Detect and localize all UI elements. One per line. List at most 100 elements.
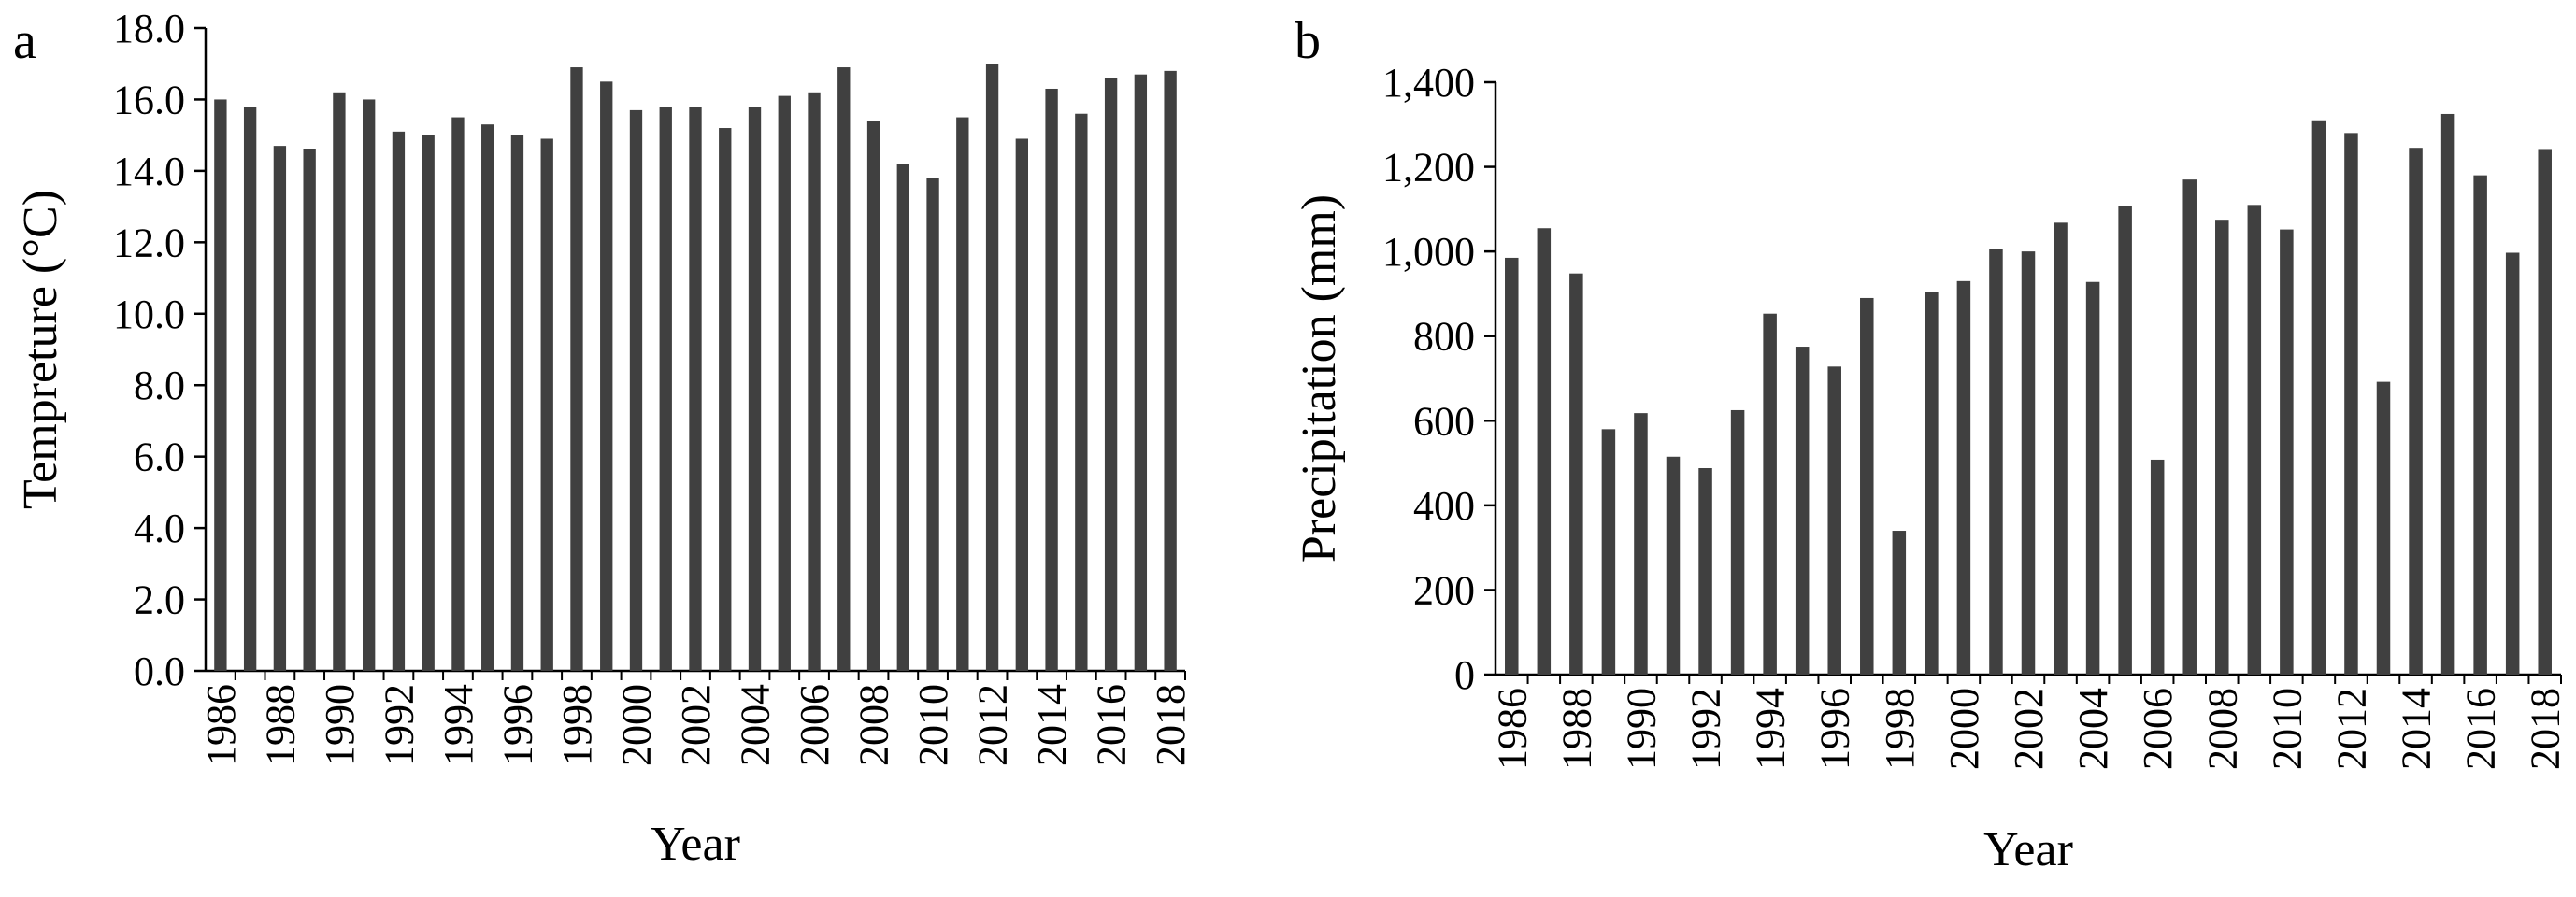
- bar-1988: [1569, 273, 1583, 675]
- bar-1993: [422, 135, 435, 671]
- bar-1989: [303, 149, 316, 671]
- x-tick-label: 2018: [2523, 688, 2569, 770]
- y-tick-label: 0.0: [134, 648, 185, 694]
- bar-1988: [273, 146, 287, 672]
- bar-2005: [2118, 206, 2132, 675]
- bar-2011: [956, 117, 969, 672]
- x-tick-label: 2006: [792, 684, 837, 766]
- x-tick-label: 2000: [613, 684, 659, 766]
- x-tick-label: 2010: [2264, 688, 2310, 770]
- bar-2002: [2021, 251, 2036, 675]
- chart-panel-a: a 0.0 2.0 4.0 6.0 8.0 10.0 12.0 14.0 16.0 18.0 1986…: [13, 6, 1194, 871]
- y-tick-label: 12.0: [113, 220, 185, 265]
- chart-panel-b: b 0 200 400 600 800 1,000 1,200 1,400 1986 1988 199…: [1293, 12, 2569, 876]
- y-axis-title: Precipitation (mm): [1293, 194, 1346, 562]
- bar-1997: [540, 138, 553, 671]
- bar-2007: [837, 67, 851, 672]
- bar-1987: [1537, 228, 1552, 675]
- bar-2014: [2409, 148, 2423, 675]
- x-tick-label: 2014: [2394, 688, 2440, 770]
- bar-1995: [481, 124, 494, 671]
- y-tick-label: 1,200: [1382, 145, 1475, 191]
- bar-1986: [1505, 257, 1519, 675]
- bar-1998: [1892, 531, 1907, 675]
- x-tick-label: 1992: [1683, 688, 1729, 770]
- y-axis-title: Tempreture (°C): [14, 190, 67, 509]
- y-tick-label: 800: [1413, 314, 1475, 360]
- bar-2016: [2473, 175, 2487, 676]
- y-tick-label: 4.0: [134, 505, 185, 551]
- x-tick-label: 2004: [733, 684, 779, 766]
- x-tick-label: 1990: [1618, 688, 1664, 770]
- x-tick-label: 1996: [494, 684, 540, 766]
- bar-1998: [570, 67, 583, 672]
- x-axis-title: Year: [651, 818, 740, 871]
- x-tick-label: 1994: [1748, 688, 1794, 770]
- bar-2017: [2505, 252, 2520, 675]
- bar-2013: [1015, 138, 1029, 671]
- panel-label: b: [1295, 12, 1321, 70]
- y-tick-label: 2.0: [134, 577, 185, 623]
- y-tick-label: 10.0: [113, 292, 185, 337]
- bar-2003: [719, 128, 732, 671]
- x-tick-label: 2014: [1029, 684, 1075, 766]
- bar-2010: [2280, 229, 2294, 675]
- bar-1992: [1698, 468, 1712, 675]
- bar-1995: [1795, 347, 1810, 675]
- x-tick-label: 1988: [1553, 688, 1599, 770]
- x-tick-label: 2012: [2328, 688, 2374, 770]
- bar-1989: [1601, 429, 1616, 675]
- y-tick-label: 18.0: [113, 6, 185, 51]
- bar-1987: [243, 107, 257, 672]
- y-tick-label: 0: [1454, 652, 1475, 698]
- bar-2003: [2054, 222, 2068, 675]
- x-tick-label: 1996: [1812, 688, 1858, 770]
- x-tick-label: 2000: [1941, 688, 1987, 770]
- x-tick-label: 1990: [317, 684, 363, 766]
- bar-2006: [808, 92, 821, 672]
- bar-2004: [748, 107, 762, 672]
- x-tick-label: 1988: [257, 684, 303, 766]
- bar-2008: [866, 121, 880, 671]
- bar-2005: [778, 95, 791, 672]
- bar-1990: [1634, 413, 1648, 675]
- y-tick-label: 14.0: [113, 149, 185, 194]
- bar-2000: [1956, 280, 1971, 675]
- x-tick-label: 2016: [2458, 688, 2504, 770]
- x-tick-label: 2008: [2199, 688, 2245, 770]
- y-tick-label: 400: [1413, 483, 1475, 529]
- x-tick-label: 1992: [376, 684, 422, 766]
- bar-2018: [1164, 70, 1177, 671]
- bar-2018: [2538, 150, 2552, 675]
- bar-2001: [1989, 249, 2003, 675]
- bar-1994: [1763, 313, 1777, 675]
- x-tick-label: 2002: [673, 684, 719, 766]
- bar-1986: [214, 99, 227, 671]
- bar-1990: [333, 92, 346, 672]
- bar-2012: [985, 64, 999, 671]
- y-tick-label: 8.0: [134, 363, 185, 408]
- x-tick-label: 2006: [2135, 688, 2181, 770]
- bar-2000: [629, 109, 643, 671]
- bar-2017: [1134, 74, 1148, 671]
- x-tick-label: 2002: [2006, 688, 2052, 770]
- x-tick-label: 2012: [970, 684, 1016, 766]
- y-tick-label: 6.0: [134, 434, 185, 480]
- bar-2008: [2215, 220, 2229, 675]
- bar-2001: [659, 107, 672, 672]
- x-tick-label: 2008: [852, 684, 897, 766]
- bar-1991: [362, 99, 376, 671]
- x-tick-label: 1986: [198, 684, 244, 766]
- x-tick-label: 2004: [2070, 688, 2116, 770]
- y-tick-label: 16.0: [113, 77, 185, 122]
- y-tick-label: 600: [1413, 398, 1475, 444]
- x-tick-label: 1998: [554, 684, 600, 766]
- y-tick-label: 1,400: [1382, 60, 1475, 106]
- bar-2006: [2150, 459, 2165, 675]
- x-axis-title: Year: [1983, 823, 2073, 876]
- x-tick-label: 1986: [1489, 688, 1535, 770]
- bar-2015: [1075, 113, 1088, 671]
- bar-1999: [600, 81, 613, 672]
- bar-1994: [451, 117, 465, 672]
